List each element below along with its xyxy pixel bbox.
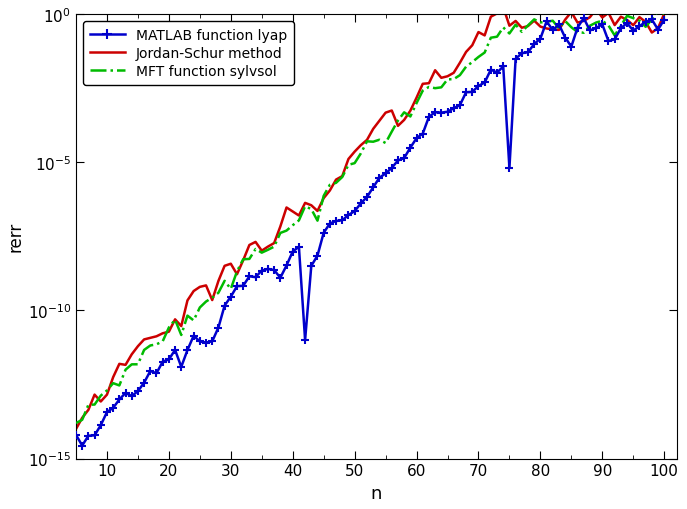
- Legend: MATLAB function lyap, Jordan-Schur method, MFT function sylvsol: MATLAB function lyap, Jordan-Schur metho…: [83, 22, 294, 86]
- MFT function sylvsol: [369, 139, 377, 146]
- MATLAB function lyap: [660, 18, 668, 24]
- MFT function sylvsol: [387, 129, 396, 135]
- Jordan-Schur method: [72, 426, 80, 432]
- MFT function sylvsol: [654, 9, 662, 15]
- MATLAB function lyap: [580, 16, 588, 22]
- MFT function sylvsol: [239, 257, 247, 263]
- MATLAB function lyap: [623, 21, 631, 27]
- X-axis label: n: n: [370, 484, 382, 502]
- MFT function sylvsol: [326, 182, 334, 188]
- Line: MFT function sylvsol: MFT function sylvsol: [76, 12, 664, 423]
- Jordan-Schur method: [387, 108, 396, 115]
- MATLAB function lyap: [375, 175, 383, 181]
- Jordan-Schur method: [326, 188, 334, 194]
- Jordan-Schur method: [369, 127, 377, 133]
- Line: Jordan-Schur method: Jordan-Schur method: [76, 8, 664, 429]
- MATLAB function lyap: [245, 274, 254, 280]
- MFT function sylvsol: [153, 342, 161, 348]
- MFT function sylvsol: [72, 420, 80, 426]
- MFT function sylvsol: [660, 12, 668, 18]
- MATLAB function lyap: [394, 158, 402, 164]
- Y-axis label: rerr: rerr: [7, 221, 25, 252]
- Jordan-Schur method: [239, 258, 247, 264]
- MATLAB function lyap: [78, 443, 87, 449]
- MATLAB function lyap: [159, 359, 167, 365]
- Jordan-Schur method: [660, 12, 668, 18]
- MFT function sylvsol: [611, 33, 619, 39]
- Jordan-Schur method: [153, 333, 161, 340]
- Jordan-Schur method: [499, 5, 508, 11]
- Line: MATLAB function lyap: MATLAB function lyap: [72, 15, 668, 450]
- MATLAB function lyap: [72, 432, 80, 438]
- Jordan-Schur method: [617, 15, 625, 21]
- MATLAB function lyap: [332, 218, 340, 224]
